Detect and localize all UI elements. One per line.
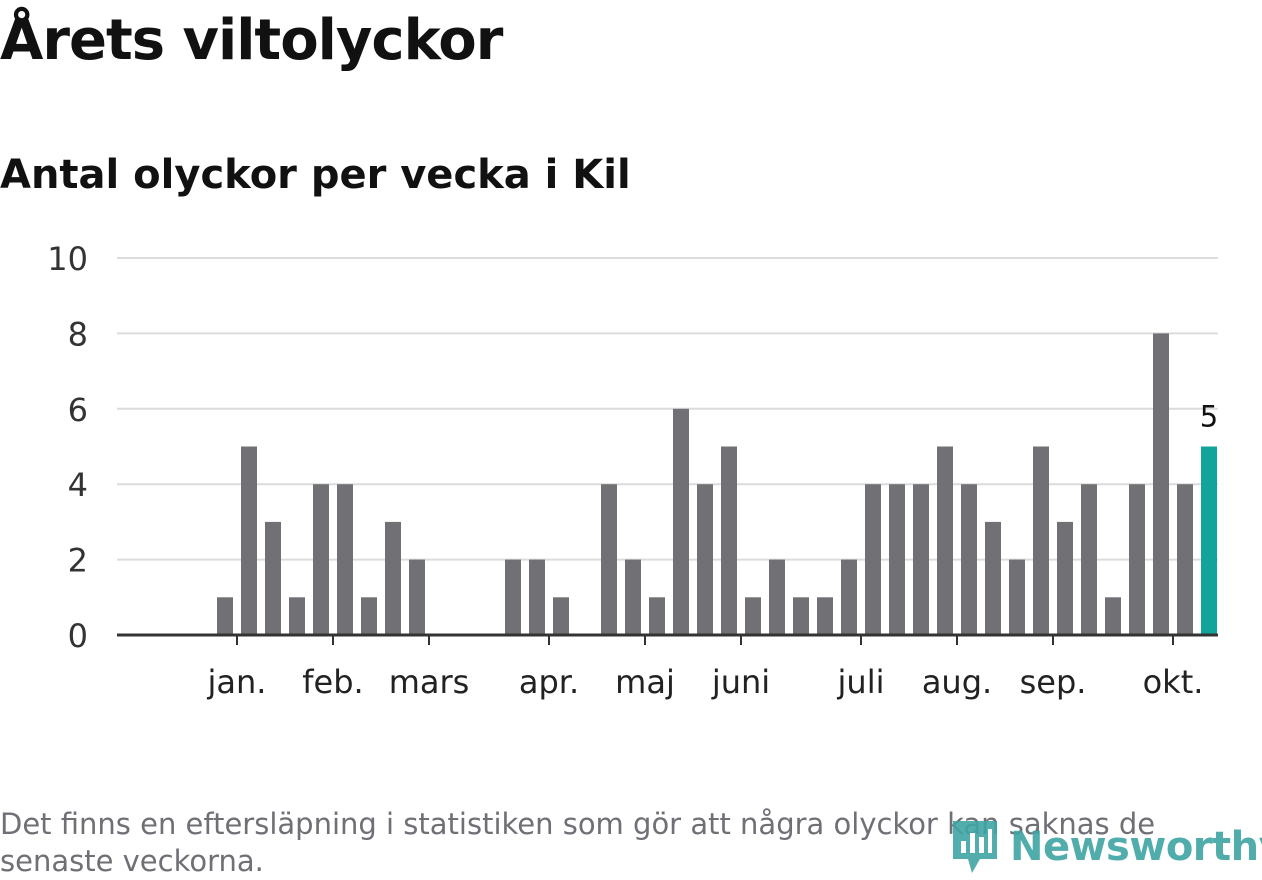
newsworthy-logo-text: Newsworthy [1010,824,1262,870]
x-tick-label: apr. [519,663,579,701]
bar [313,484,329,635]
bar [1177,484,1193,635]
bar [1105,597,1121,635]
y-axis-ticks: 0 2 4 6 8 10 [47,240,88,655]
bar [841,559,857,635]
bar [1153,333,1169,635]
bar [1033,446,1049,635]
y-tick-label: 8 [68,315,88,353]
bar [649,597,665,635]
y-tick-label: 2 [68,542,88,580]
x-tick-label: okt. [1143,663,1204,701]
bar [1057,521,1073,635]
x-tick-label: maj [615,663,675,701]
x-tick-label: sep. [1020,663,1087,701]
bar [985,521,1001,635]
bar [865,484,881,635]
bar [673,408,689,635]
bar [793,597,809,635]
bar [817,597,833,635]
y-tick-label: 10 [47,240,88,278]
chart-title: Årets viltolyckor [0,8,503,73]
bar [1081,484,1097,635]
chart-subtitle: Antal olyckor per vecka i Kil [0,152,631,198]
bar [697,484,713,635]
x-tick-label: juni [711,663,770,701]
grid-lines [117,257,1218,561]
bar-highlight [1201,446,1217,635]
bar [265,521,281,635]
x-axis-ticks: jan. feb. mars apr. maj juni juli aug. sep. okt. [207,635,1204,701]
x-tick-label: jan. [207,663,267,701]
bar [1009,559,1025,635]
y-tick-label: 6 [68,391,88,429]
bar [217,597,233,635]
bar-chart: 0 2 4 6 8 10 5 jan. feb. mars apr. maj juni juli aug… [47,240,1218,701]
bar [937,446,953,635]
highlight-value-label: 5 [1200,400,1218,434]
bar [889,484,905,635]
x-tick-label: feb. [302,663,363,701]
bar [361,597,377,635]
bar [769,559,785,635]
bar [721,446,737,635]
newsworthy-logo-icon [953,821,997,873]
x-tick-label: aug. [922,663,992,701]
bar [241,446,257,635]
bar [529,559,545,635]
bar [961,484,977,635]
y-tick-label: 0 [68,617,88,655]
x-tick-label: juli [837,663,885,701]
bar [385,521,401,635]
newsworthy-logo: Newsworthy [950,815,1262,879]
bars: 5 [217,333,1218,635]
bar [337,484,353,635]
x-tick-label: mars [389,663,470,701]
bar [601,484,617,635]
bar [1129,484,1145,635]
bar [745,597,761,635]
bar [913,484,929,635]
bar [289,597,305,635]
bar [409,559,425,635]
y-tick-label: 4 [68,466,88,504]
bar [625,559,641,635]
bar [553,597,569,635]
bar [505,559,521,635]
